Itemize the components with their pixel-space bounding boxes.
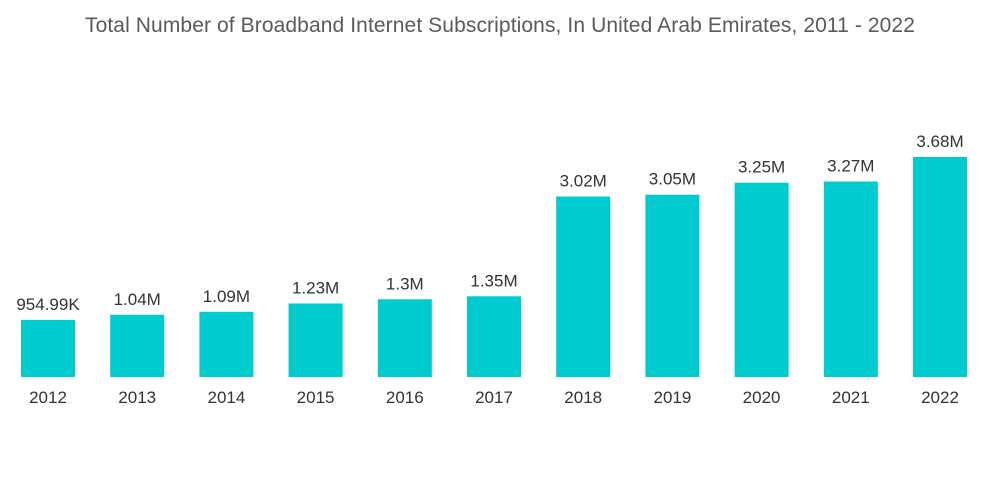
bar-2013 bbox=[110, 314, 165, 377]
x-tick-label-2014: 2014 bbox=[207, 388, 245, 407]
data-label-2018: 3.02M bbox=[560, 172, 607, 191]
x-tick-label-2016: 2016 bbox=[386, 388, 424, 407]
bar-2018 bbox=[556, 196, 611, 377]
data-label-2016: 1.3M bbox=[386, 274, 424, 293]
x-tick-label-2012: 2012 bbox=[29, 388, 67, 407]
bar-2016 bbox=[377, 299, 432, 377]
bar-2020 bbox=[734, 182, 789, 377]
x-tick-label-2020: 2020 bbox=[743, 388, 781, 407]
bar-2014 bbox=[199, 311, 254, 377]
bar-2019 bbox=[645, 194, 700, 377]
bar-2017 bbox=[467, 296, 521, 377]
x-tick-label-2021: 2021 bbox=[832, 388, 870, 407]
bar-2015 bbox=[288, 303, 343, 377]
data-label-2014: 1.09M bbox=[203, 287, 250, 306]
data-label-2021: 3.27M bbox=[827, 157, 874, 176]
x-tick-label-2013: 2013 bbox=[118, 388, 156, 407]
x-tick-label-2015: 2015 bbox=[297, 388, 335, 407]
data-label-2013: 1.04M bbox=[114, 290, 161, 309]
data-label-2022: 3.68M bbox=[916, 132, 963, 151]
x-tick-label-2018: 2018 bbox=[564, 388, 602, 407]
data-label-2019: 3.05M bbox=[649, 170, 696, 189]
data-label-2012: 954.99K bbox=[16, 295, 80, 314]
x-tick-label-2017: 2017 bbox=[475, 388, 513, 407]
chart-title: Total Number of Broadband Internet Subsc… bbox=[84, 14, 915, 37]
bar-2021 bbox=[823, 181, 878, 377]
x-tick-label-2022: 2022 bbox=[921, 388, 959, 407]
bar-2022 bbox=[913, 157, 967, 377]
data-label-2020: 3.25M bbox=[738, 158, 785, 177]
data-label-2017: 1.35M bbox=[470, 271, 517, 290]
data-label-2015: 1.23M bbox=[292, 279, 339, 298]
bar-2012 bbox=[21, 319, 75, 377]
x-tick-label-2019: 2019 bbox=[653, 388, 691, 407]
